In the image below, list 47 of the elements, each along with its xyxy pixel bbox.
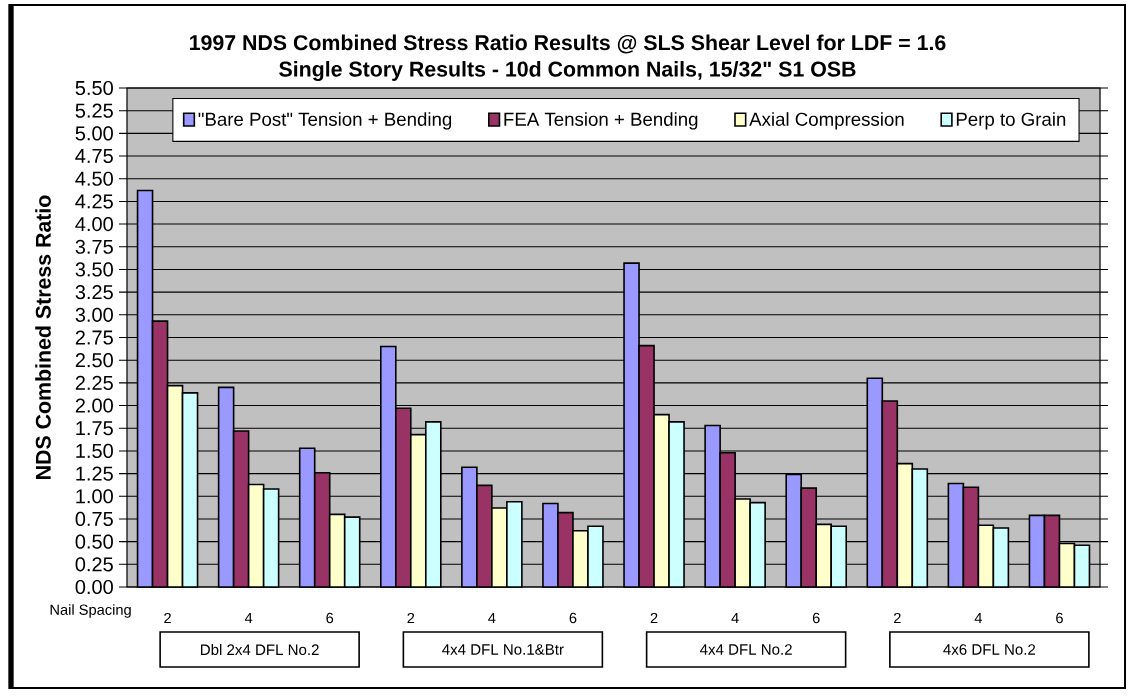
y-tick-label: 1.50	[76, 443, 113, 458]
y-tick-label: 0.50	[75, 534, 113, 549]
y-tick-label: 5.50	[75, 80, 113, 96]
text: 4x4 DFL No.1&Btr	[442, 644, 564, 655]
y-tick-label: 3.00	[75, 307, 113, 322]
x-tick-label: 4	[731, 612, 739, 624]
x-tick-label: 6	[569, 612, 577, 624]
y-tick-label: 4.75	[75, 149, 113, 164]
y-tick-label: 2.75	[75, 330, 113, 345]
y-tick-label: 5.00	[75, 126, 113, 141]
y-tick-label: 0.25	[75, 557, 113, 572]
y-tick-label: 2.25	[75, 375, 113, 390]
x-tick-label: 2	[893, 612, 901, 624]
chart-subtitle: Single Story Results - 10d Common Nails, 15/32" S1 OSB	[279, 61, 856, 81]
x-tick-label: 4	[244, 612, 253, 624]
text: 4x4 DFL No.2	[700, 644, 792, 655]
x-tick-label: 6	[1056, 612, 1063, 624]
x-tick-label: 6	[326, 612, 334, 624]
legend-label: Perp to Grain	[956, 112, 1066, 130]
x-tick-label: 4	[974, 612, 983, 624]
y-tick-label: 3.25	[75, 285, 113, 300]
legend-label: Axial Compression	[749, 112, 904, 130]
y-tick-label: 1.25	[76, 466, 113, 481]
y-tick-label: 2.50	[75, 353, 113, 368]
legend-label: "Bare Post" Tension + Bending	[198, 112, 452, 130]
y-tick-label: 2.00	[75, 398, 113, 413]
y-tick-label: 0.75	[75, 511, 113, 527]
x-tick-label: 2	[164, 612, 171, 624]
legend-label: FEA Tension + Bending	[504, 112, 698, 130]
text: Dbl 2x4 DFL No.2	[200, 643, 319, 656]
y-tick-label: 3.50	[75, 262, 113, 277]
x-tick-label: 2	[650, 612, 658, 624]
x-axis-title: Nail Spacing	[50, 604, 131, 618]
y-tick-label: 4.00	[75, 217, 113, 232]
text: 4x6 DFL No.2	[943, 644, 1036, 655]
y-tick-label: 4.25	[75, 194, 113, 209]
y-tick-label: 1.75	[76, 421, 113, 436]
x-tick-label: 6	[812, 612, 820, 624]
y-tick-label: 1.00	[76, 489, 113, 504]
y-tick-label: 4.50	[75, 171, 113, 186]
y-tick-label: 3.75	[75, 239, 113, 254]
x-tick-label: 4	[488, 612, 496, 624]
y-axis-title: NDS Combined Stress Ratio	[35, 195, 51, 479]
x-tick-label: 2	[407, 612, 415, 624]
chart-title: 1997 NDS Combined Stress Ratio Results @ SLS Shear Level for LDF = 1.6	[190, 34, 946, 54]
y-tick-label: 0.00	[75, 579, 113, 595]
y-tick-label: 5.25	[75, 103, 113, 118]
